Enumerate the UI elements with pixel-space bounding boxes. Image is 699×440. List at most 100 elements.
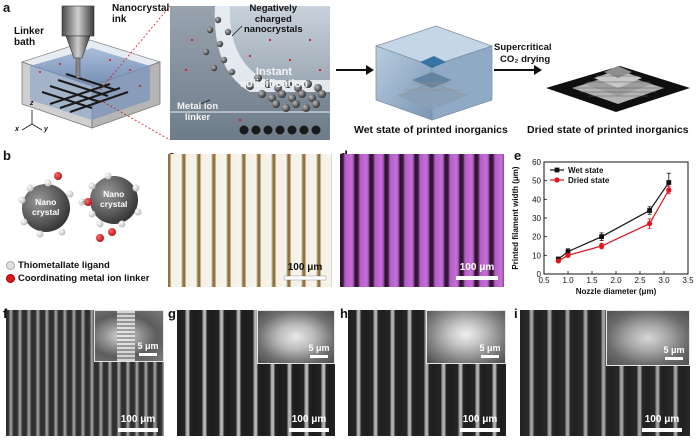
nanocrystal-left	[22, 184, 70, 232]
label-negatively-charged: Negatively charged nanocrystals	[244, 3, 303, 35]
scale-bar-i-inset-label: 5 μm	[663, 345, 684, 355]
panel-h-sem-image: 5 μm 100 μm	[348, 310, 506, 436]
scale-bar-d-label: 100 μm	[460, 262, 495, 273]
scale-bar-i-inset: 5 μm	[663, 345, 685, 360]
panel-g-sem-image: 5 μm 100 μm	[177, 310, 335, 436]
x-tick-label: 2.5	[634, 276, 646, 285]
legend-ligand: Thiometallate ligand	[6, 260, 110, 271]
chart-svg: 0.5 1.0 1.5 2.0 2.5 3.0 3.5 0 10 20 30 40 50 60 Wet s…	[511, 158, 694, 296]
axis-x-label: x	[15, 126, 19, 133]
panel-a: Nanocrystal ink Linker bath Negatively c…	[0, 0, 699, 145]
axis-z-label: z	[30, 100, 34, 107]
legend-label: Dried state	[568, 176, 610, 185]
legend-linker: Coordinating metal ion linker	[6, 273, 149, 284]
panel-label-e: e	[514, 148, 522, 163]
data-point	[599, 234, 604, 240]
label-supercritical: Supercritical	[494, 42, 552, 53]
panel-f-inset: 5 μm	[94, 310, 164, 362]
nanocrystal-right	[90, 176, 138, 224]
y-tick-label: 20	[532, 233, 541, 242]
scale-bar-h-label: 100 μm	[463, 414, 498, 425]
legend-linker-label: Coordinating metal ion linker	[18, 273, 150, 284]
x-tick-label: 1.0	[562, 276, 574, 285]
linker-bath	[20, 39, 162, 129]
data-point	[555, 258, 561, 264]
panel-f-sem-image: 5 μm 100 μm	[6, 310, 164, 436]
label-metal-ion-linker: Metal ion linker	[177, 101, 219, 123]
scale-bar-g: 100 μm	[289, 414, 329, 432]
legend-marker	[554, 167, 560, 173]
scale-bar-c: 100 μm	[283, 262, 327, 281]
legend-label: Wet state	[568, 166, 604, 175]
x-tick-label: 3.0	[658, 276, 670, 285]
scale-bar-g-label: 100 μm	[292, 414, 327, 425]
chart-x-axis-label: Nozzle diameter (μm)	[576, 287, 657, 296]
panel-label-g: g	[168, 306, 176, 321]
data-point	[647, 221, 653, 227]
label-nano-crystal-right: Nano crystal	[100, 189, 128, 209]
label-nanocrystal-ink: Nanocrystal ink	[112, 3, 170, 25]
panel-b: Nano crystal Nano crystal Thiometallate …	[0, 158, 165, 288]
scale-bar-i: 100 μm	[642, 414, 682, 432]
axis-triad	[21, 110, 43, 131]
x-tick-label: 2.0	[610, 276, 622, 285]
y-tick-label: 60	[532, 158, 541, 167]
nozzle	[61, 5, 95, 79]
y-tick-label: 30	[532, 214, 541, 223]
series-line-1	[558, 189, 670, 262]
chart-y-axis-label: Printed filament width (μm)	[511, 166, 520, 269]
ligand-dot-icon	[6, 261, 15, 270]
x-tick-label: 3.5	[682, 276, 694, 285]
legend-ligand-label: Thiometallate ligand	[18, 260, 110, 271]
wet-state-cube	[374, 25, 494, 121]
panel-label-b: b	[3, 148, 11, 163]
panel-a-illustration	[20, 5, 690, 141]
panel-label-i: i	[514, 306, 518, 321]
scale-bar-h: 100 μm	[460, 414, 500, 432]
label-wet-state: Wet state of printed inorganics	[354, 124, 508, 136]
panel-g-inset: 5 μm	[257, 310, 335, 364]
panel-label-f: f	[3, 306, 7, 321]
y-tick-label: 40	[532, 195, 541, 204]
label-nano-crystal-left: Nano crystal	[32, 197, 60, 217]
label-linker-bath: Linker bath	[14, 26, 45, 48]
panel-label-h: h	[340, 306, 348, 321]
scale-bar-f-inset: 5 μm	[137, 341, 159, 356]
data-point	[666, 180, 672, 185]
scale-bar-g-inset-label: 5 μm	[308, 343, 329, 353]
y-tick-label: 50	[532, 177, 541, 186]
x-tick-label: 0.5	[538, 276, 550, 285]
arrow-to-dried	[494, 65, 542, 75]
panel-i-sem-image: 5 μm 100 μm	[520, 310, 690, 436]
scale-bar-f-label: 100 μm	[121, 414, 156, 425]
scale-bar-i-label: 100 μm	[645, 414, 680, 425]
legend-marker	[554, 177, 560, 183]
panel-b-illustration	[18, 172, 142, 242]
series-line-0	[558, 182, 670, 260]
panel-c-optical-image: 100 μm	[168, 154, 332, 287]
label-instant-solidification: Instant solidification	[240, 66, 308, 90]
zoom-lines	[99, 5, 171, 141]
data-point	[599, 243, 605, 249]
scale-bar-g-inset: 5 μm	[308, 343, 330, 358]
scale-bar-c-label: 100 μm	[288, 262, 323, 273]
arrow-to-wet	[336, 65, 374, 75]
dried-state-pyramid	[546, 66, 690, 112]
linker-dot-icon	[6, 274, 15, 283]
zoomed-view	[170, 6, 330, 140]
data-point	[565, 252, 571, 258]
data-point	[647, 208, 652, 213]
axis-y-label: y	[44, 126, 48, 133]
data-point	[565, 249, 571, 254]
y-tick-label: 0	[537, 270, 542, 279]
panel-i-inset: 5 μm	[606, 310, 690, 366]
panel-h-inset: 5 μm	[426, 310, 506, 364]
panel-e-chart: 0.5 1.0 1.5 2.0 2.5 3.0 3.5 0 10 20 30 40 50 60 Wet s…	[508, 152, 698, 304]
chart-ticks: 0.5 1.0 1.5 2.0 2.5 3.0 3.5 0 10 20 30 40 50 60	[532, 158, 694, 285]
y-tick-label: 10	[532, 251, 541, 260]
chart-series	[555, 172, 672, 264]
label-co2-drying: CO₂ drying	[500, 54, 551, 65]
x-tick-label: 1.5	[586, 276, 598, 285]
scale-bar-h-inset: 5 μm	[479, 343, 501, 358]
data-point	[666, 187, 672, 193]
